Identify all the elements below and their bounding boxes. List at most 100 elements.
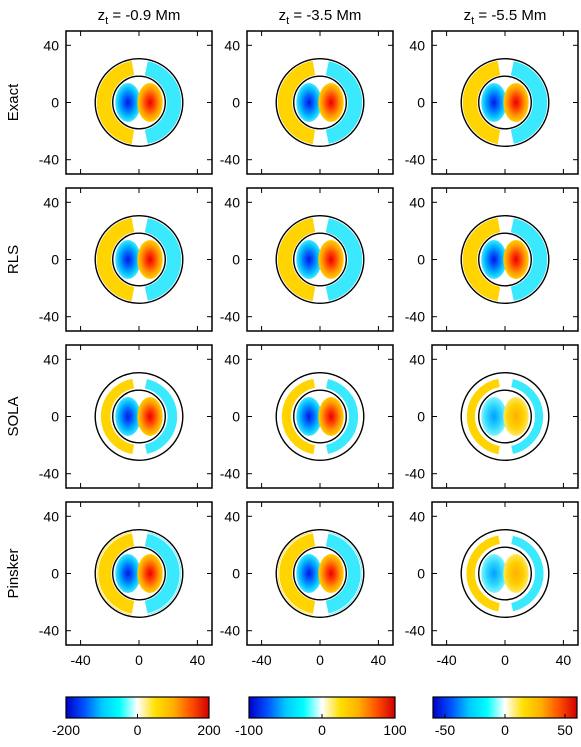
colorbar-tick-label: 0 — [134, 722, 142, 738]
core-positive-lobe — [137, 240, 163, 279]
inner-circle — [112, 232, 166, 287]
ring-positive-lobe — [277, 60, 316, 145]
inner-circle — [478, 75, 532, 130]
colorbar-tick-label: -50 — [435, 722, 455, 738]
ring-gap — [275, 372, 365, 461]
ring-negative-lobe — [144, 532, 182, 615]
column-labels: zt = -0.9 Mm zt = -3.5 Mm zt = -5.5 Mm — [98, 7, 547, 27]
panel-2-1 — [246, 344, 394, 489]
core-positive-lobe — [137, 397, 163, 436]
core-negative-lobe — [481, 554, 507, 593]
y-tick-label: 0 — [51, 566, 59, 582]
y-tick-label: -40 — [39, 623, 59, 639]
core-negative-lobe — [115, 554, 141, 593]
core-positive-lobe — [503, 83, 529, 122]
outer-circle — [275, 529, 365, 619]
core-negative-lobe — [296, 397, 322, 436]
row-label-2: SOLA — [5, 396, 22, 436]
panel-3-2 — [431, 501, 579, 646]
inner-circle — [478, 232, 532, 287]
outer-circle — [275, 214, 365, 304]
y-tick-label: -40 — [405, 623, 425, 639]
panel-3-1 — [246, 501, 394, 646]
y-tick-label: 40 — [224, 508, 240, 524]
outer-circle — [460, 529, 550, 619]
panel-3-0 — [65, 501, 213, 646]
inner-circle — [293, 75, 347, 130]
y-tick-label: 40 — [43, 194, 59, 210]
core-negative-lobe — [115, 397, 141, 436]
ring-positive-lobe — [96, 217, 135, 302]
ring-negative-lobe — [510, 534, 546, 613]
core-positive-lobe — [503, 397, 529, 436]
colorbar-tick-label: 200 — [197, 722, 221, 738]
y-tick-label: 0 — [417, 566, 425, 582]
inner-circle — [112, 546, 166, 601]
colorbar-0: -200 0 200 — [52, 696, 221, 738]
row-labels: Exact RLS SOLA Pinsker — [5, 83, 22, 599]
colorbar-tick-label: 50 — [557, 722, 573, 738]
y-tick-label: 40 — [43, 508, 59, 524]
y-tick-label: 40 — [224, 194, 240, 210]
core-negative-lobe — [296, 554, 322, 593]
ring-negative-lobe — [510, 218, 548, 301]
x-tick-label: 0 — [501, 652, 509, 668]
x-tick-label: -40 — [251, 652, 271, 668]
inner-circle — [293, 232, 347, 287]
y-tick-label: -40 — [220, 623, 240, 639]
y-tick-label: 0 — [232, 566, 240, 582]
x-tick-label: 40 — [371, 652, 387, 668]
column-label-1: zt = -3.5 Mm — [279, 7, 362, 27]
panel-1-2 — [431, 187, 579, 332]
ring-negative-lobe — [325, 376, 362, 457]
y-tick-label: 40 — [224, 37, 240, 53]
panels — [65, 30, 579, 646]
colorbar-tick-label: -200 — [52, 722, 80, 738]
ring-negative-lobe — [144, 218, 182, 301]
core-negative-lobe — [296, 240, 322, 279]
row-label-0: Exact — [5, 83, 22, 121]
ring-negative-lobe — [325, 61, 363, 144]
y-tick-label: -40 — [220, 152, 240, 168]
colorbars: -200 0 200 -100 0 100 -50 0 50 — [52, 696, 578, 738]
ring-negative-lobe — [325, 218, 363, 301]
colorbar-tick-label: 0 — [501, 722, 509, 738]
colorbar-1: -100 0 100 — [235, 696, 407, 738]
inner-circle — [293, 389, 347, 444]
panel-0-0 — [65, 30, 213, 175]
core-negative-lobe — [481, 240, 507, 279]
ring-positive-lobe — [462, 60, 501, 145]
y-tick-label: 40 — [43, 351, 59, 367]
x-tick-label: -40 — [70, 652, 90, 668]
core-negative-lobe — [296, 83, 322, 122]
panel-0-1 — [246, 30, 394, 175]
ring-negative-lobe — [510, 377, 546, 456]
ring-positive-lobe — [464, 377, 501, 456]
outer-circle — [460, 58, 550, 147]
ring-gap — [460, 372, 550, 461]
core-positive-lobe — [503, 554, 529, 593]
inner-circle — [478, 389, 532, 444]
ring-positive-lobe — [278, 375, 316, 458]
y-tick-label: 0 — [232, 95, 240, 111]
y-tick-label: 40 — [409, 194, 425, 210]
core-negative-lobe — [115, 240, 141, 279]
ring-gap — [461, 529, 549, 618]
y-tick-label: -40 — [39, 309, 59, 325]
x-tick-label: 40 — [190, 652, 206, 668]
x-tick-label: 0 — [316, 652, 324, 668]
core-positive-lobe — [137, 83, 163, 122]
outer-circle — [460, 372, 550, 462]
y-tick-label: 40 — [409, 37, 425, 53]
y-tick-label: 0 — [417, 409, 425, 425]
ring-positive-lobe — [277, 531, 316, 616]
column-label-2: zt = -5.5 Mm — [464, 7, 547, 27]
panel-2-0 — [65, 344, 213, 489]
core-negative-lobe — [481, 397, 507, 436]
panel-0-2 — [431, 30, 579, 175]
colorbar-2: -50 0 50 — [432, 696, 578, 738]
y-tick-label: -40 — [220, 466, 240, 482]
y-tick-label: 0 — [232, 252, 240, 268]
inner-circle — [478, 546, 532, 601]
